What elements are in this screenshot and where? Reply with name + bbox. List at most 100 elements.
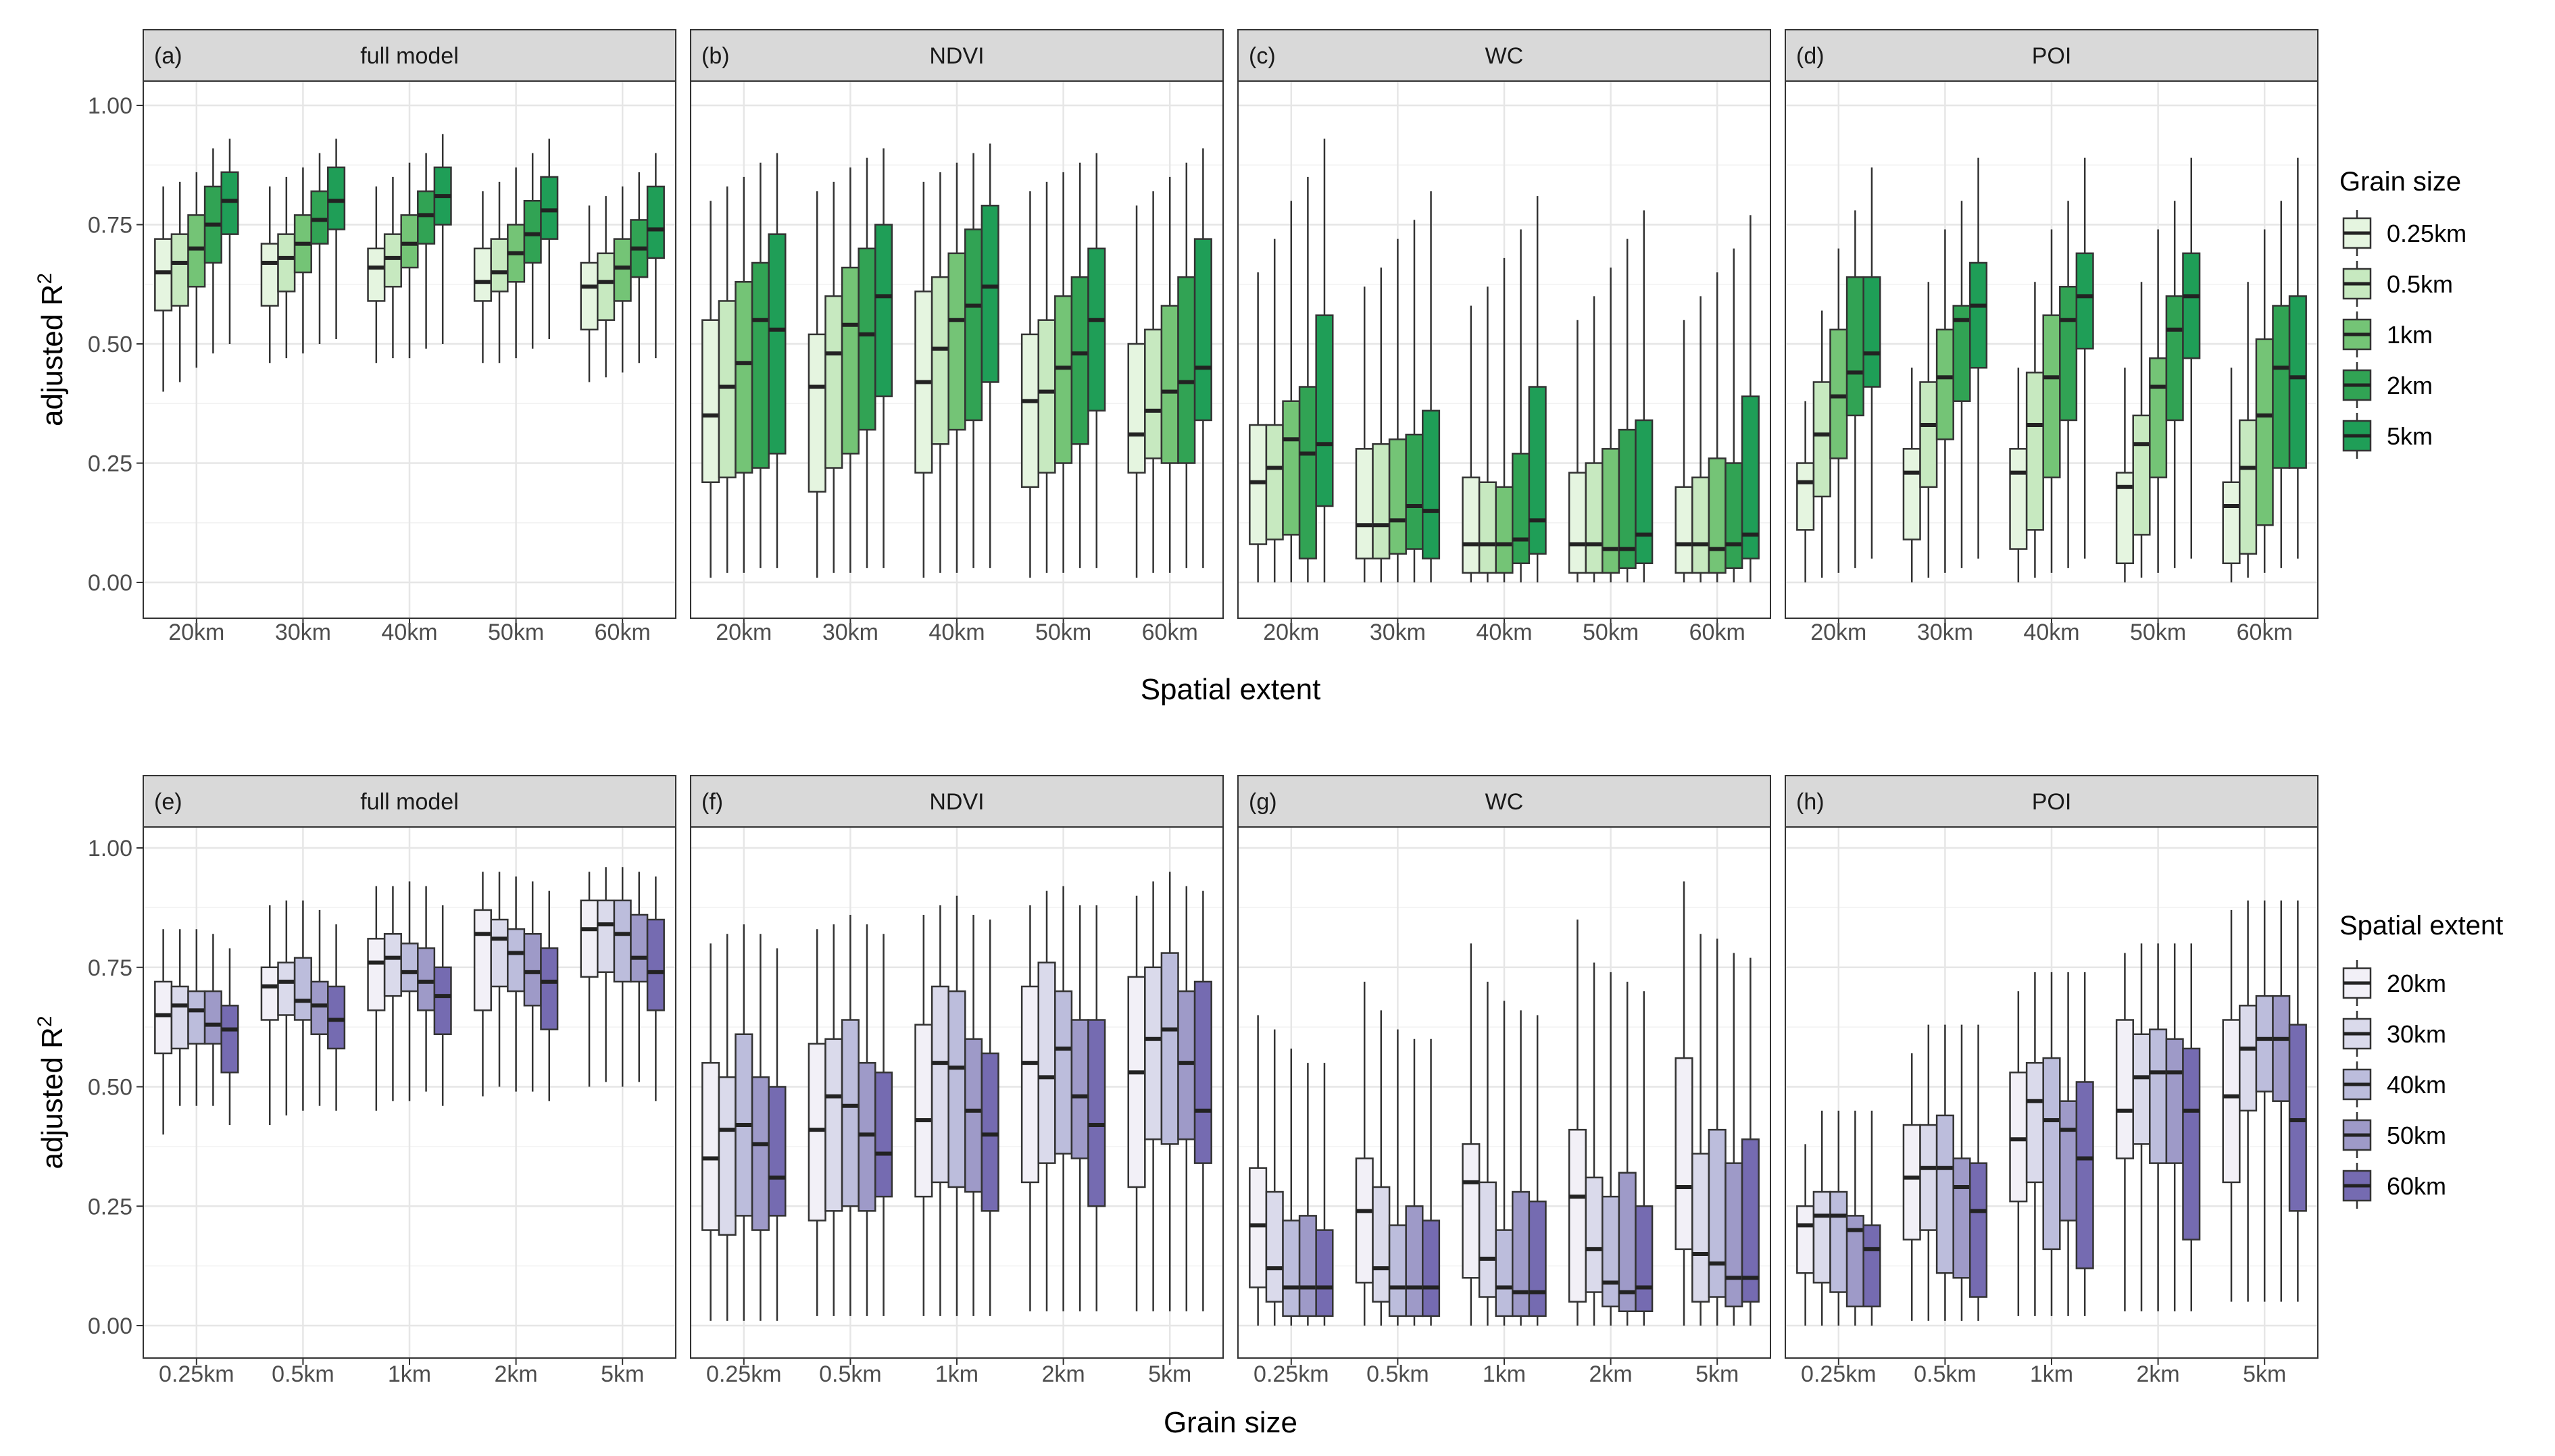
row-top: adjusted R2 0.00 0.25 0.50 0.75 1.00 (a) full m… [34,29,2466,706]
box-iqr [1691,1153,1710,1303]
box-0.25km-20km [1796,1144,1815,1326]
x-tick-label: 1km [388,1361,431,1387]
box-iqr [523,933,542,1007]
box-60km-5km [2288,157,2307,559]
box-50km-2km [1618,239,1637,582]
panel-title: WC [1485,789,1524,815]
box-60km-2km [1177,162,1196,568]
box-iqr [1054,295,1073,464]
box-iqr [735,280,753,474]
box-iqr [187,990,206,1045]
box-iqr [1388,1224,1407,1317]
box-iqr [490,918,509,988]
x-tick-label: 20km [716,620,772,645]
box-0.5km-60km [327,924,346,1111]
row-bottom: adjusted R2 0.00 0.25 0.50 0.75 1.00 (e) full m… [34,775,2503,1439]
box-iqr [1037,319,1056,474]
box-5km-50km [2272,900,2291,1302]
box-iqr [400,214,419,269]
box-60km-0.25km [2222,368,2241,582]
box-iqr [1355,1157,1374,1284]
panel-g: (g) WC 0.25km 0.5km 1km 2km 5km [1237,775,1771,1387]
box-iqr [260,243,279,307]
box-60km-1km [1708,272,1727,582]
box-0.5km-20km [808,929,826,1316]
legend-key-2km [2342,362,2372,408]
box-iqr [1037,961,1056,1164]
box-5km-20km [1127,895,1146,1311]
panel-title: POI [2032,789,2072,815]
box-0.5km-60km [1969,1024,1988,1321]
box-5km-60km [646,876,665,1101]
box-iqr [1372,1186,1391,1303]
panel-title: NDVI [929,789,984,815]
box-50km-5km [1087,153,1106,568]
box-iqr [1462,1143,1481,1279]
box-0.5km-40km [1935,1024,1954,1321]
x-tick-label: 5km [601,1361,644,1387]
box-1km-40km [400,881,419,1101]
box-iqr [1741,1138,1760,1303]
box-iqr [1144,966,1163,1140]
panel-strip [1785,29,2318,82]
box-0.5km-20km [1355,981,1374,1326]
box-20km-2km [203,148,222,354]
box-0.25km-50km [203,934,222,1106]
box-iqr [417,190,436,245]
box-iqr [841,266,860,455]
box-iqr [874,224,893,397]
box-iqr [1902,1124,1921,1240]
box-iqr [507,928,526,993]
box-60km-5km [1741,215,1760,582]
box-40km-2km [417,153,436,349]
panel-strip [1237,29,1771,82]
panel-title: NDVI [929,43,984,69]
box-iqr [523,199,542,264]
x-tick-label: 5km [1695,1361,1739,1387]
box-iqr [768,233,787,455]
box-50km-5km [540,139,559,339]
box-iqr [1265,424,1284,541]
box-50km-2km [2165,201,2184,568]
x-tick-label: 30km [1370,620,1426,645]
box-iqr [1812,381,1831,498]
y-tick-label: 0.75 [88,955,132,981]
box-iqr [2075,252,2094,350]
box-30km-5km [1422,191,1441,582]
box-30km-0.5km [824,181,843,573]
legend-key-60km [2342,1163,2372,1209]
box-50km-2km [1070,162,1089,568]
box-0.5km-30km [824,924,843,1316]
box-iqr [1298,386,1317,559]
box-iqr [1796,462,1815,531]
box-iqr [1177,990,1196,1140]
box-40km-1km [400,162,419,359]
box-60km-0.25km [1675,320,1693,582]
box-iqr [220,171,239,235]
box-iqr [964,1038,983,1193]
box-iqr [2165,295,2184,422]
legend-label: 30km [2387,1020,2446,1048]
legend-label: 1km [2387,321,2433,349]
y-tick-label: 1.00 [88,836,132,861]
box-iqr [2075,1081,2094,1270]
box-60km-2km [2272,201,2291,568]
box-iqr [1405,1205,1424,1317]
box-iqr [1282,400,1301,536]
x-tick-label: 20km [1263,620,1319,645]
box-iqr [277,961,296,1016]
legend-label: 0.25km [2387,220,2466,247]
box-30km-5km [1969,157,1988,559]
box-iqr [1127,343,1146,474]
box-iqr [2222,481,2241,565]
box-60km-2km [1725,248,1743,582]
box-iqr [1478,481,1497,574]
x-tick-label: 30km [1917,620,1973,645]
box-iqr [1618,1172,1637,1313]
box-iqr [1087,1019,1106,1207]
box-iqr [187,214,206,288]
panel-tag: (b) [701,43,730,69]
box-iqr [310,980,329,1035]
box-50km-0.5km [1585,296,1604,582]
